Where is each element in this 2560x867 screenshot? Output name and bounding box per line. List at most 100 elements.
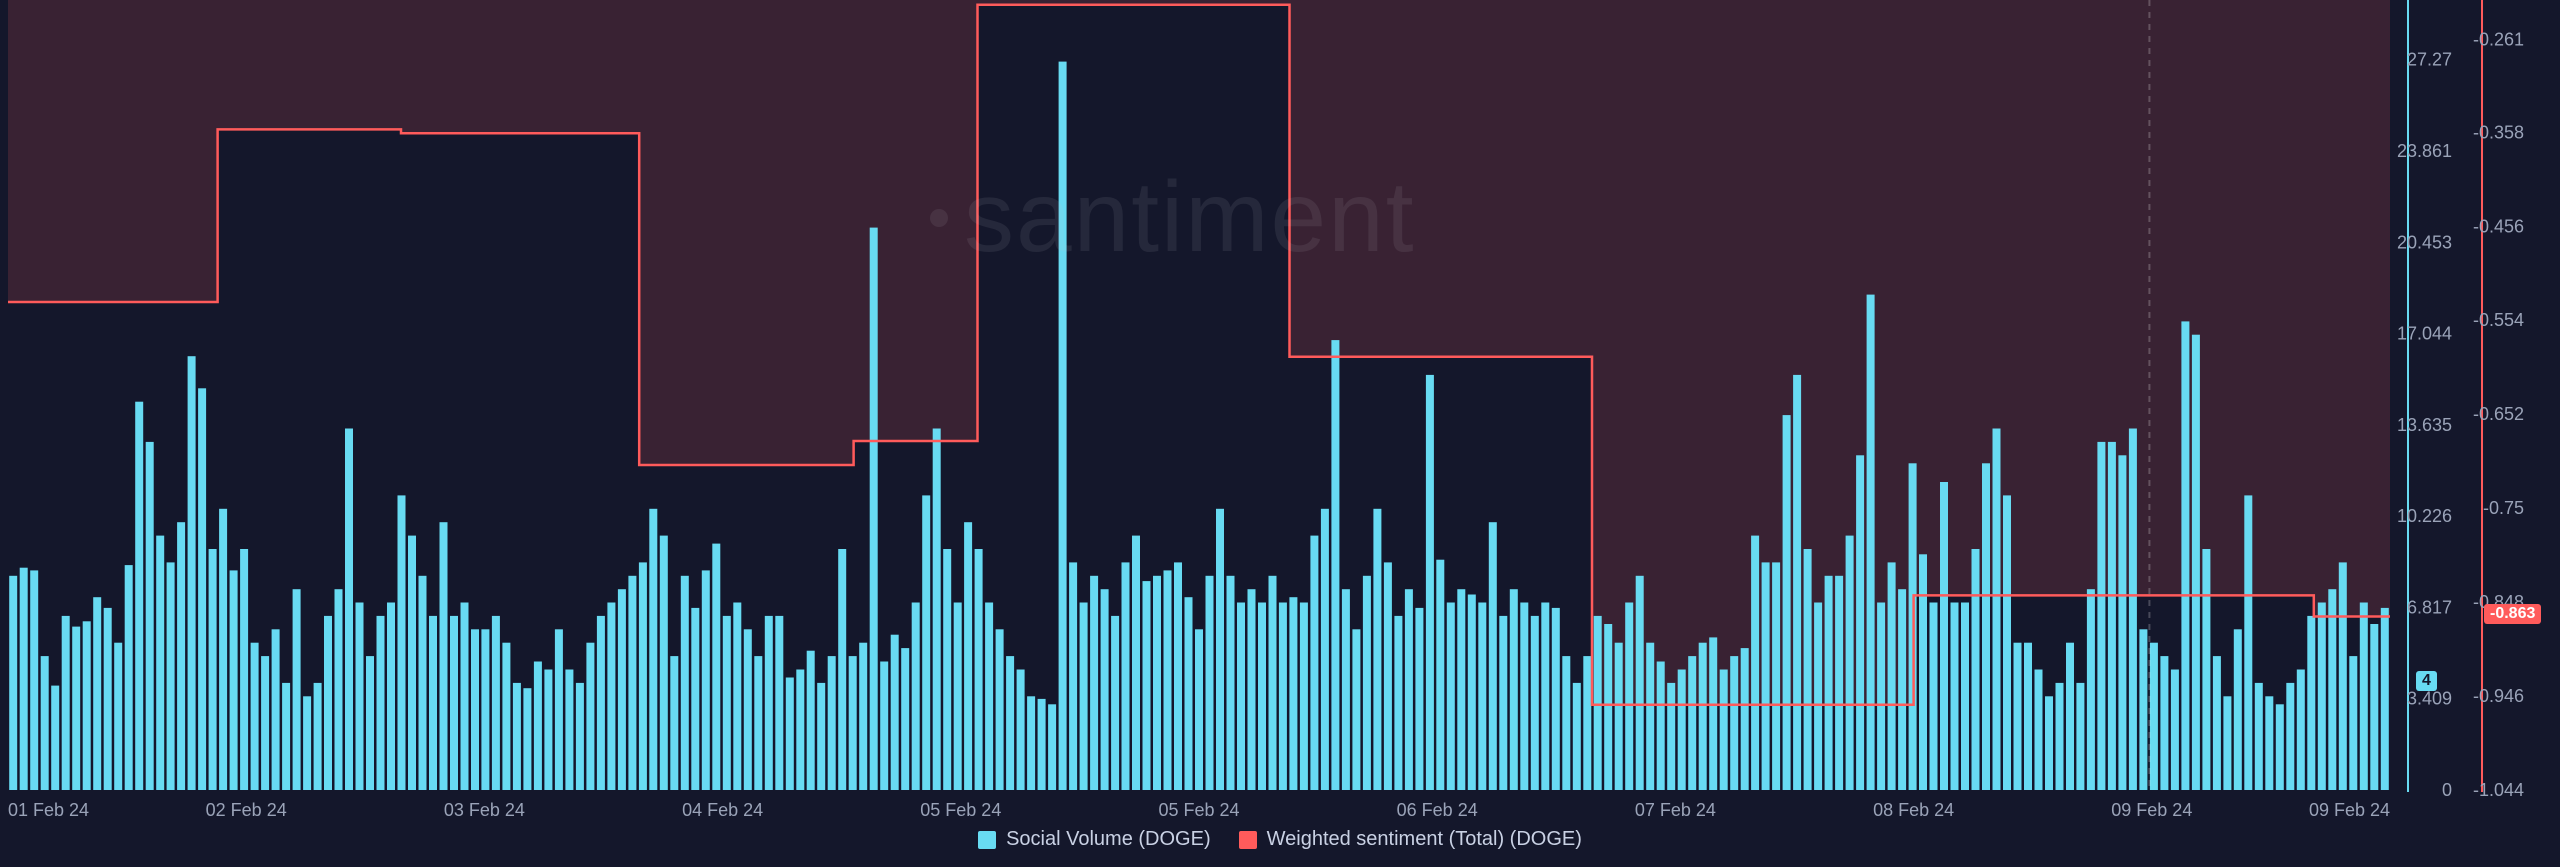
legend-item[interactable]: Weighted sentiment (Total) (DOGE) [1239,828,1582,851]
bar [502,643,510,790]
bar [429,616,437,790]
x-axis-label: 08 Feb 24 [1873,800,1954,820]
bar [398,495,406,790]
y-axis-left-label: 13.635 [2397,415,2452,435]
bar [1993,429,2001,791]
bar [2014,643,2022,790]
bar [565,670,573,791]
y-axis-right-label: -0.554 [2473,310,2524,330]
bar [1625,603,1633,791]
bar [1793,375,1801,790]
bar [775,616,783,790]
bar [2202,549,2210,790]
y-axis-right-label: -0.75 [2483,498,2524,518]
bar [314,683,322,790]
bar [555,629,563,790]
bar [849,656,857,790]
x-axis-label: 05 Feb 24 [1158,800,1239,820]
x-axis-label: 03 Feb 24 [444,800,525,820]
bar [240,549,248,790]
bar [282,683,290,790]
bar [660,536,668,790]
bar [2276,704,2284,790]
bar [30,570,38,790]
bar [450,616,458,790]
bar [1132,536,1140,790]
bar [135,402,143,790]
y-axis-right-label: -1.044 [2473,780,2524,800]
bar [1394,616,1402,790]
bar [649,509,657,790]
bar [125,565,133,790]
y-axis-right-label: -0.261 [2473,29,2524,49]
bar [1667,683,1675,790]
bar [1982,463,1990,790]
bar [293,589,301,790]
bar [2286,683,2294,790]
bar [1552,608,1560,790]
bar [1940,482,1948,790]
bar [272,629,280,790]
bar [219,509,227,790]
x-axis-label: 07 Feb 24 [1635,800,1716,820]
bar [1898,589,1906,790]
bar [870,228,878,790]
bar [1877,603,1885,791]
bar [83,621,91,790]
bar [1583,656,1591,790]
bar [2265,696,2273,790]
bar [2097,442,2105,790]
bar [209,549,217,790]
bar [177,522,185,790]
legend-swatch [1239,831,1257,849]
y-axis-left-label: 17.044 [2397,324,2452,344]
bar [901,648,909,790]
bar [1122,562,1130,790]
bar [954,603,962,791]
bar [2056,683,2064,790]
bar [62,616,70,790]
bar [1248,589,1256,790]
bar [1415,608,1423,790]
bar [1594,616,1602,790]
legend-item[interactable]: Social Volume (DOGE) [978,828,1211,851]
bar [1720,670,1728,791]
bar [419,576,427,790]
bar [912,603,920,791]
bar [2003,495,2011,790]
bar [93,597,101,790]
bar [880,662,888,791]
bar [1059,62,1067,790]
bar [1489,522,1497,790]
bar [1688,656,1696,790]
bar [41,656,49,790]
bar [1636,576,1644,790]
bar [1772,562,1780,790]
bar [691,608,699,790]
bar [1185,597,1193,790]
bar [2360,603,2368,791]
bar [2244,495,2252,790]
bar [2370,624,2378,790]
bar [1436,560,1444,790]
bar [2192,335,2200,790]
bar [1961,603,1969,791]
chart-container: 01 Feb 2402 Feb 2403 Feb 2404 Feb 2405 F… [0,0,2560,867]
bar [1143,581,1151,790]
y-axis-left-label: 6.817 [2407,597,2452,617]
bar [933,429,941,791]
y-axis-left-label: 23.861 [2397,141,2452,161]
bar [1006,656,1014,790]
bar [345,429,353,791]
y-axis-left-label: 10.226 [2397,506,2452,526]
bar [1447,603,1455,791]
bar [597,616,605,790]
bar [1279,603,1287,791]
bar [1216,509,1224,790]
bar [723,616,731,790]
bar [744,629,752,790]
bar [1972,549,1980,790]
bar [51,686,59,790]
bar [1762,562,1770,790]
chart-svg: 01 Feb 2402 Feb 2403 Feb 2404 Feb 2405 F… [0,0,2560,867]
